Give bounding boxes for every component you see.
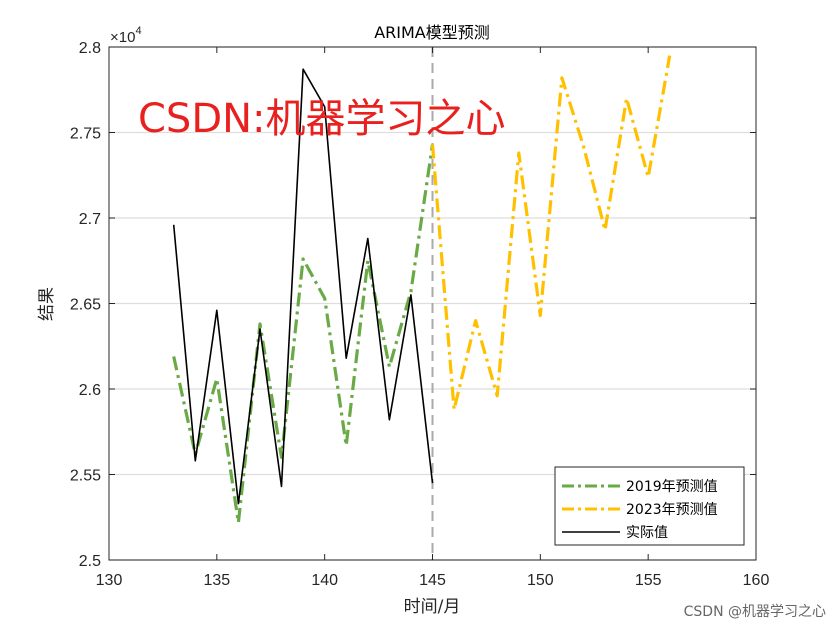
tick-layer: 130 135 140 145 150 155 160 2.5 2.55 2.6 2.65 2.7 2.… [70,40,770,589]
legend-label-actual: 实际值 [626,525,668,541]
x-tick-label: 155 [635,572,662,589]
y-tick-label: 2.75 [70,126,101,143]
x-tick-label: 130 [96,572,123,589]
y-tick-label: 2.8 [79,40,101,57]
annotation-watermark: CSDN:机器学习之心 [138,96,506,142]
legend: 2019年预测值 2023年预测值 实际值 [554,466,745,546]
corner-watermark: CSDN @机器学习之心 [684,604,826,620]
x-tick-label: 160 [743,572,770,589]
x-tick-label: 140 [311,572,338,589]
chart-title: ARIMA模型预测 [374,23,490,42]
y-tick-label: 2.5 [79,553,101,570]
legend-label-2019: 2019年预测值 [626,479,718,495]
x-tick-label: 135 [203,572,230,589]
x-tick-label: 150 [527,572,554,589]
x-axis-title: 时间/月 [404,597,461,617]
series-line-2 [172,68,434,505]
y-exponent-label: ×104 [110,25,142,46]
series-line-1 [430,55,672,412]
y-tick-label: 2.6 [79,382,101,399]
series-line-0 [172,144,435,525]
y-tick-label: 2.65 [70,297,101,314]
y-exponent-power: 4 [135,25,141,37]
series-layer [172,55,672,525]
y-tick-label: 2.55 [70,468,101,485]
y-tick-label: 2.7 [79,211,101,228]
legend-label-2023: 2023年预测值 [626,502,718,518]
y-axis-title: 结果 [37,287,57,321]
x-tick-label: 145 [419,572,446,589]
